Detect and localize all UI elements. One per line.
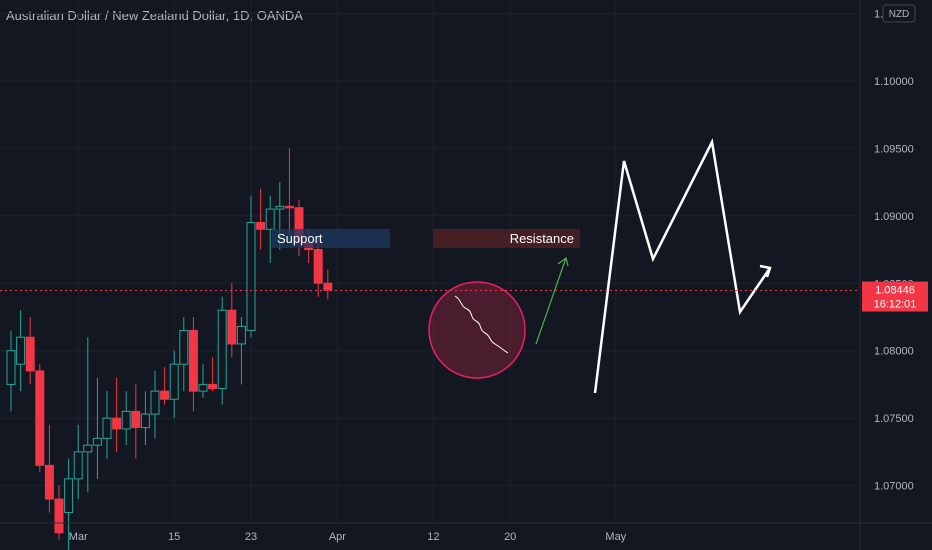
candle[interactable] [73,424,83,500]
candle-body [16,336,26,365]
time-axis-tick-label: May [605,531,626,543]
candles [6,148,333,550]
price-tag-countdown: 16:12:01 [874,299,917,311]
candle-body [83,444,93,453]
time-axis-tick-label: 15 [168,531,180,543]
candle-body [246,222,256,331]
time-axis-tick-label: Apr [329,531,346,543]
candle-body [208,383,218,389]
candle-body [217,309,227,389]
currency-badge-label: NZD [889,9,910,20]
candle-body [150,390,160,415]
candle[interactable] [246,195,256,338]
time-axis-tick-label: 12 [427,531,439,543]
currency-badge[interactable]: NZD [882,4,916,23]
support-zone[interactable] [272,229,390,248]
candle-body [112,417,122,430]
candle[interactable] [188,316,198,412]
candle[interactable] [131,384,141,459]
price-axis-tick-label: 1.08000 [874,346,914,358]
price-tag: 1.08446 16:12:01 [862,281,928,312]
candle-body [73,451,83,480]
candle[interactable] [121,391,131,446]
candle-body [64,478,74,514]
highlight-circle[interactable] [428,281,526,379]
candle[interactable] [208,357,218,392]
candle-body [275,205,285,210]
candle[interactable] [6,330,16,412]
resistance-label: Resistance [510,231,574,246]
candle[interactable] [256,188,266,250]
green-arrow [535,256,569,345]
candle-body [54,498,64,534]
candle-body [35,370,45,466]
candle[interactable] [54,485,64,540]
candle[interactable] [217,296,227,405]
time-axis[interactable]: Mar 15 23 Apr 12 20 May [0,522,932,543]
candle[interactable] [150,370,160,439]
candle-body [256,222,266,230]
price-tag-price: 1.08446 [875,285,915,297]
candle[interactable] [179,316,189,392]
price-axis-tick-label: 1.07500 [874,413,914,425]
candle-body [313,249,323,284]
time-axis-tick-label: 20 [504,531,516,543]
candle-body [179,329,189,365]
candle[interactable] [102,391,112,459]
candle-body [236,325,246,345]
candle-body [25,336,35,372]
candle-body [102,417,112,439]
candle[interactable] [198,364,208,398]
candle-body [160,390,170,400]
candle[interactable] [284,148,294,237]
candle[interactable] [83,337,93,493]
candle[interactable] [25,316,35,385]
candle[interactable] [112,377,122,452]
candle[interactable] [236,316,246,385]
price-axis-tick-label: 1.10000 [874,76,914,88]
candle[interactable] [140,391,150,446]
candle-body [284,205,294,209]
candle[interactable] [323,269,333,300]
candle[interactable] [169,350,179,419]
price-axis-tick-label: 1.09500 [874,143,914,155]
candle-body [265,208,275,230]
support-label: Support [277,231,323,246]
candle[interactable] [64,458,74,550]
resistance-zone[interactable] [433,229,580,248]
candle[interactable] [44,424,54,513]
candle-body [6,350,16,385]
candle-body [44,464,54,500]
candle[interactable] [160,366,170,405]
candle-body [140,413,150,429]
projection-path [593,138,772,394]
candle-body [323,282,333,291]
price-axis[interactable]: 1.105001.100001.095001.090001.085001.080… [859,0,914,550]
chart-title: Australian Dollar / New Zealand Dollar, … [6,8,303,23]
grid [0,0,860,522]
candle-body [198,383,208,392]
candle[interactable] [35,364,45,473]
candle-body [188,329,198,392]
candle-body [131,410,141,429]
candle-body [92,437,102,446]
candle[interactable] [92,377,102,479]
candle[interactable] [265,195,275,264]
candle[interactable] [16,310,26,392]
time-axis-tick-label: Mar [69,531,88,543]
candle-body [227,309,237,345]
price-axis-tick-label: 1.07000 [874,481,914,493]
candle-body [169,363,179,400]
candle[interactable] [227,283,237,358]
price-axis-tick-label: 1.09000 [874,211,914,223]
annotations: Support Resistance [272,138,772,394]
time-axis-tick-label: 23 [245,531,257,543]
candle-body [121,410,131,430]
price-tag-box [862,281,928,312]
squiggle-line [454,295,509,354]
